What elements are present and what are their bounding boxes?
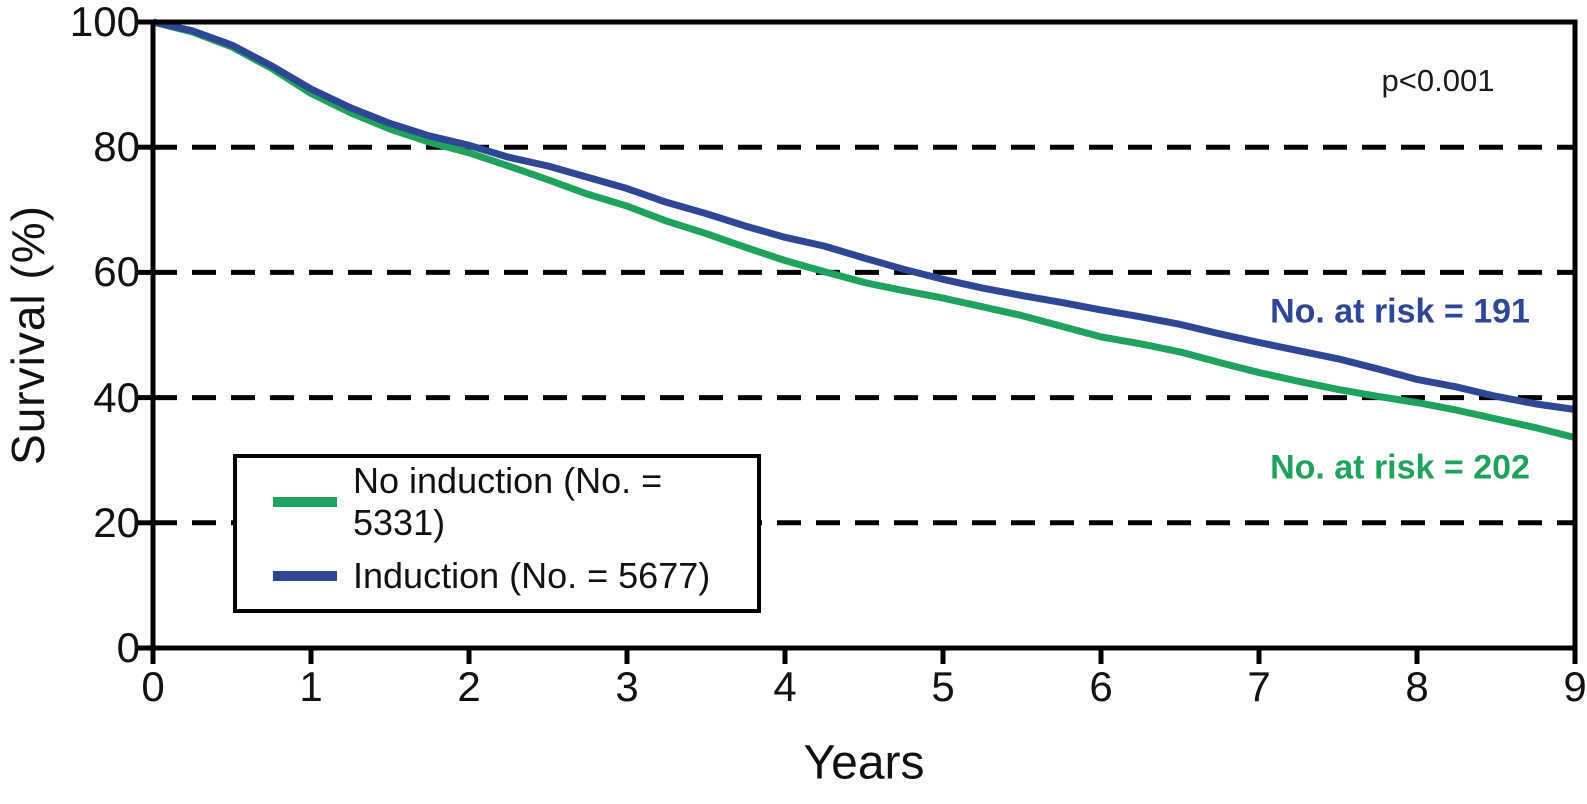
legend-label-no-induction: No induction (No. = 5331) xyxy=(353,460,663,543)
plot-box xyxy=(150,19,1578,651)
x-axis-title: Years xyxy=(803,736,925,790)
x-tick-label-6: 6 xyxy=(1089,663,1113,710)
y-tick-label-20: 20 xyxy=(93,498,140,546)
x-tick-label-4: 4 xyxy=(773,663,797,710)
legend-item-no-induction: No induction (No. = 5331) xyxy=(237,460,757,543)
legend-swatch-induction xyxy=(273,571,337,581)
y-axis-title: Survival (%) xyxy=(2,205,54,465)
y-tick-label-60: 60 xyxy=(93,248,140,296)
p-value-annotation: p<0.001 xyxy=(1381,63,1495,98)
at-risk-label-induction: No. at risk = 191 xyxy=(1270,292,1530,331)
y-tick-label-100: 100 xyxy=(69,0,140,45)
x-tick-label-3: 3 xyxy=(615,663,639,710)
legend-box: No induction (No. = 5331) Induction (No.… xyxy=(233,454,761,613)
y-tick-label-0: 0 xyxy=(116,624,140,671)
survival-curve-no-induction xyxy=(152,18,1576,442)
legend-item-induction: Induction (No. = 5677) xyxy=(237,554,757,598)
legend-swatch-no-induction xyxy=(273,497,337,507)
survival-curve-induction xyxy=(152,18,1576,413)
x-tick-label-2: 2 xyxy=(457,663,481,710)
y-tick-label-40: 40 xyxy=(93,373,140,421)
x-tick-label-9: 9 xyxy=(1563,663,1587,710)
x-tick-label-7: 7 xyxy=(1247,663,1271,710)
y-tick-label-80: 80 xyxy=(93,123,140,171)
x-tick-label-0: 0 xyxy=(141,663,165,710)
at-risk-label-no-induction: No. at risk = 202 xyxy=(1270,448,1530,487)
x-tick-label-1: 1 xyxy=(299,663,323,710)
x-tick-label-8: 8 xyxy=(1405,663,1429,710)
x-tick-label-5: 5 xyxy=(931,663,955,710)
legend-label-induction: Induction (No. = 5677) xyxy=(353,555,711,596)
